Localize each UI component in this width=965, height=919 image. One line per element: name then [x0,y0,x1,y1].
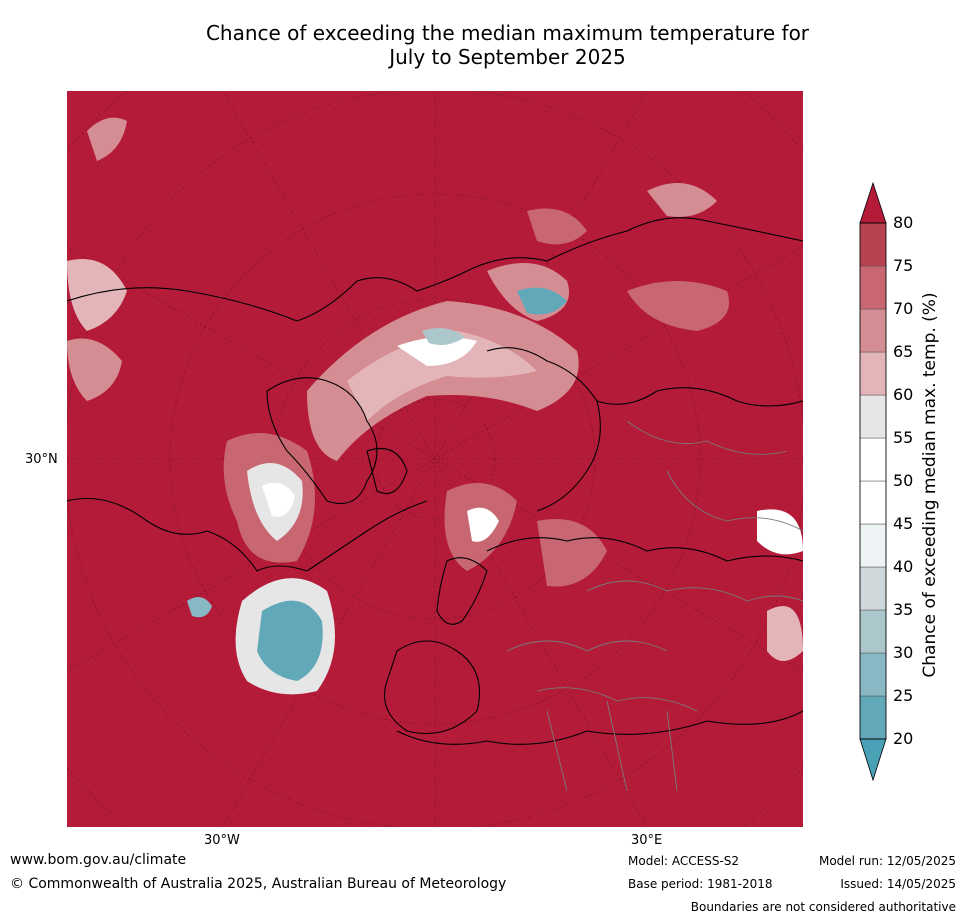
colorbar-tick-label: 40 [893,557,914,576]
colorbar-tick-label: 45 [893,514,914,533]
website-link[interactable]: www.bom.gov.au/climate [10,852,187,868]
latitude-label-30n: 30°N [25,452,58,467]
model-run-date: Model run: 12/05/2025 [818,854,956,868]
colorbar-tick-label: 35 [893,600,914,619]
longitude-label-30w: 30°W [204,833,240,848]
issued-date: Issued: 14/05/2025 [840,877,956,891]
colorbar-band [859,308,887,353]
colorbar-tick-label: 50 [893,471,914,490]
colorbar-over-arrow [859,181,887,224]
colorbar-tick-label: 65 [893,342,914,361]
colorbar-band [859,222,887,267]
polar-map [67,91,803,827]
model-info: Model: ACCESS-S2 [628,854,740,868]
colorbar-tick-label: 55 [893,428,914,447]
boundaries-disclaimer: Boundaries are not considered authoritat… [690,900,956,914]
colorbar-tick-label: 75 [893,256,914,275]
colorbar-band [859,437,887,482]
colorbar-band [859,652,887,697]
colorbar-band [859,523,887,568]
colorbar [859,181,887,782]
copyright-text: © Commonwealth of Australia 2025, Austra… [10,876,507,892]
map-title-line-1: Chance of exceeding the median maximum t… [205,21,810,45]
colorbar-frame [859,222,887,740]
colorbar-band [859,480,887,525]
colorbar-band [859,351,887,396]
colorbar-tick-label: 70 [893,299,914,318]
colorbar-band [859,394,887,439]
colorbar-band [859,609,887,654]
colorbar-band [859,265,887,310]
graticule [67,91,803,827]
colorbar-tick-label: 20 [893,729,914,748]
colorbar-bands [859,222,887,740]
longitude-label-30e: 30°E [631,833,663,848]
base-period-info: Base period: 1981-2018 [628,877,773,891]
colorbar-tick-label: 80 [893,213,914,232]
colorbar-band [859,695,887,740]
cool-anomaly-patches [67,117,803,695]
colorbar-tick-label: 60 [893,385,914,404]
country-borders [506,420,803,792]
map-title-line-2: July to September 2025 [389,45,626,69]
map-canvas [67,91,803,827]
colorbar-band [859,566,887,611]
coastlines [67,217,803,745]
colorbar-tick-label: 30 [893,643,914,662]
colorbar-tick-label: 25 [893,686,914,705]
colorbar-under-arrow [859,738,887,782]
